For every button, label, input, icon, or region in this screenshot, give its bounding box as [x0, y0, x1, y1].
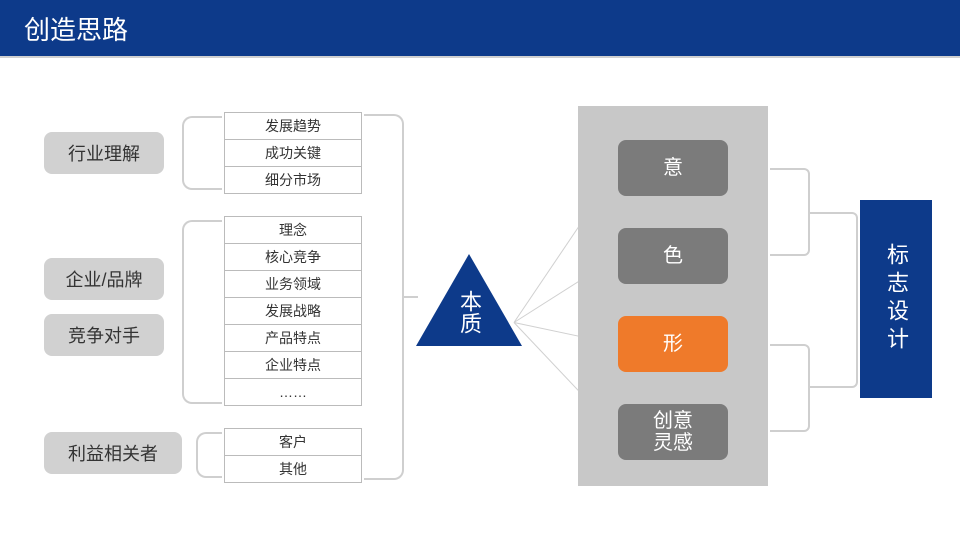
pill-label: 行业理解 [68, 140, 140, 166]
page-title: 创造思路 [24, 10, 128, 47]
essence-triangle: 本质 [416, 254, 522, 346]
attr-label: 意 [663, 157, 683, 179]
attr-color: 色 [618, 228, 728, 284]
cell-group-g3: 客户其他 [224, 428, 362, 483]
cell-group-g1: 发展趋势成功关键细分市场 [224, 112, 362, 194]
conn-merge [810, 212, 858, 388]
pill-industry: 行业理解 [44, 132, 164, 174]
attr-meaning: 意 [618, 140, 728, 196]
cell: 业务领域 [224, 271, 362, 298]
cell: 成功关键 [224, 140, 362, 167]
cell: 细分市场 [224, 167, 362, 194]
final-output: 标志设计 [860, 200, 932, 398]
pill-stakeholder: 利益相关者 [44, 432, 182, 474]
bracket-industry [182, 116, 222, 190]
cell: 其他 [224, 456, 362, 483]
pill-label: 竞争对手 [68, 322, 140, 348]
cell: 企业特点 [224, 352, 362, 379]
cell: 核心竞争 [224, 244, 362, 271]
cell: 发展战略 [224, 298, 362, 325]
attr-label: 形 [663, 333, 683, 355]
pill-label: 企业/品牌 [65, 266, 142, 292]
attr-label: 色 [663, 245, 683, 267]
essence-label: 本质 [457, 284, 481, 340]
cell: 产品特点 [224, 325, 362, 352]
bracket-brand [182, 220, 222, 404]
cell: 发展趋势 [224, 113, 362, 140]
attr-shape: 形 [618, 316, 728, 372]
bracket-collect-right [364, 114, 404, 480]
cell: 客户 [224, 429, 362, 456]
pill-competitor: 竞争对手 [44, 314, 164, 356]
cell: 理念 [224, 217, 362, 244]
conn-top-pair [770, 168, 810, 256]
conn-bottom-pair [770, 344, 810, 432]
page-header: 创造思路 [0, 0, 960, 58]
pill-brand: 企业/品牌 [44, 258, 164, 300]
attr-label: 创意 灵感 [653, 410, 693, 454]
cell: …… [224, 379, 362, 406]
bracket-stakeholder [196, 432, 222, 478]
pill-label: 利益相关者 [68, 440, 158, 466]
final-label: 标志设计 [880, 243, 912, 355]
cell-group-g2: 理念核心竞争业务领域发展战略产品特点企业特点…… [224, 216, 362, 406]
attr-inspire: 创意 灵感 [618, 404, 728, 460]
